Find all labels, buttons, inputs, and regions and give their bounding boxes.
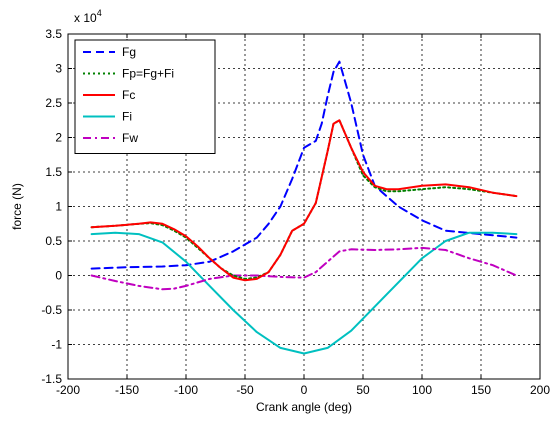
legend-box — [74, 39, 216, 154]
series-line-fw — [90, 246, 518, 291]
y-axis-multiplier: x 104 — [74, 8, 102, 25]
x-axis-label: Crank angle (deg) — [256, 400, 352, 414]
x-tick-label: 0 — [301, 383, 308, 397]
x-tick-label: -200 — [56, 383, 80, 397]
y-tick-label: 2 — [55, 131, 62, 145]
x-tick-label: 150 — [471, 383, 491, 397]
legend-label: Fw — [122, 131, 138, 145]
series-line-fc — [90, 119, 518, 282]
legend-label: Fg — [122, 45, 136, 59]
legend-label: Fc — [122, 88, 135, 102]
x-tick-label: 100 — [412, 383, 432, 397]
series-line-fp-fg-fi — [90, 119, 518, 280]
y-tick-label: 3.5 — [45, 27, 62, 41]
ticks — [67, 33, 541, 380]
y-tick-label: -0.5 — [41, 303, 62, 317]
tick-labels: -200 -150 -100 -50 0 50 100 150 200 -1.5 -1 -0.5 0 0.… — [41, 27, 550, 397]
x-tick-label: -50 — [236, 383, 254, 397]
y-axis-label: force (N) — [10, 183, 24, 230]
series-line-fi — [90, 231, 518, 355]
x-tick-label: 200 — [530, 383, 550, 397]
y-tick-label: 0.5 — [45, 234, 62, 248]
x-tick-label: -100 — [174, 383, 198, 397]
series-line-fg — [90, 60, 518, 270]
legend: Fg Fp=Fg+Fi Fc Fi Fw — [74, 39, 216, 154]
x-tick-label: 50 — [356, 383, 370, 397]
series-layer — [90, 60, 518, 355]
y-tick-label: 3 — [55, 62, 62, 76]
grid — [68, 34, 540, 379]
y-tick-label: 1.5 — [45, 165, 62, 179]
x-tick-label: -150 — [115, 383, 139, 397]
y-tick-label: -1.5 — [41, 372, 62, 386]
y-tick-label: 0 — [55, 269, 62, 283]
y-tick-label: 1 — [55, 200, 62, 214]
y-tick-label: 2.5 — [45, 96, 62, 110]
legend-label: Fp=Fg+Fi — [122, 67, 174, 81]
y-tick-label: -1 — [51, 338, 62, 352]
legend-label: Fi — [122, 110, 132, 124]
